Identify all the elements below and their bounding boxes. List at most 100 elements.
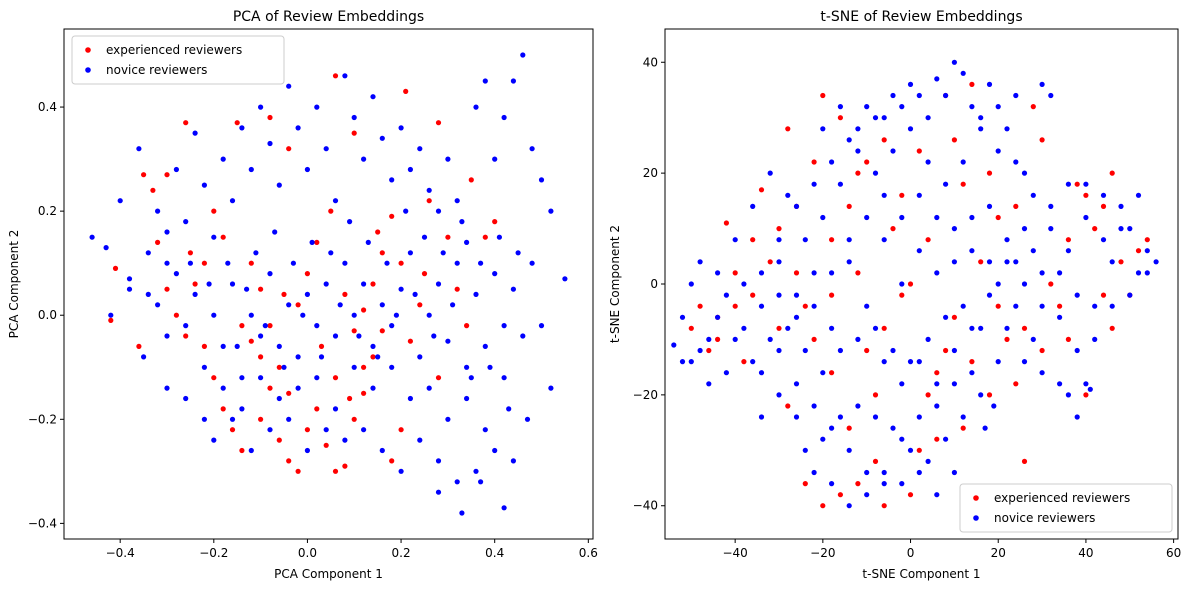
x-tick-label: −40: [722, 546, 747, 560]
data-point: [229, 416, 236, 422]
data-point: [501, 323, 507, 329]
data-point: [239, 375, 245, 381]
data-point: [262, 323, 268, 329]
data-point: [776, 259, 782, 265]
data-point: [951, 469, 958, 476]
data-point: [332, 333, 339, 339]
data-point: [136, 343, 142, 349]
y-tick-label: 0.4: [38, 100, 57, 114]
data-point: [201, 343, 207, 349]
data-point: [229, 427, 236, 433]
data-point: [112, 265, 119, 271]
data-point: [220, 156, 226, 162]
data-point: [802, 347, 808, 354]
data-point: [925, 237, 931, 243]
data-point: [951, 59, 958, 65]
data-point: [872, 325, 879, 331]
data-point: [934, 492, 940, 498]
data-point: [187, 260, 193, 266]
tsne-series-novice: [671, 59, 1159, 509]
pca-series-novice: [89, 52, 568, 516]
data-point: [758, 270, 765, 276]
data-point: [201, 182, 207, 188]
data-point: [864, 159, 870, 165]
data-point: [785, 325, 791, 331]
data-point: [229, 198, 236, 204]
data-point: [201, 260, 207, 266]
data-point: [103, 245, 109, 251]
data-point: [248, 260, 254, 266]
data-point: [881, 481, 887, 487]
data-point: [1092, 303, 1098, 309]
data-point: [758, 303, 765, 309]
data-point: [943, 314, 949, 320]
data-point: [183, 323, 189, 329]
data-point: [1021, 325, 1028, 331]
data-point: [239, 125, 245, 131]
data-point: [890, 92, 896, 99]
data-point: [314, 104, 320, 110]
data-point: [468, 177, 474, 183]
data-point: [164, 286, 170, 292]
data-point: [969, 214, 975, 221]
data-point: [295, 385, 301, 391]
data-point: [1004, 325, 1010, 331]
data-point: [389, 364, 395, 370]
data-point: [220, 343, 226, 349]
data-point: [524, 416, 531, 422]
legend-label: experienced reviewers: [994, 491, 1130, 505]
data-point: [318, 354, 325, 360]
data-point: [1083, 392, 1089, 398]
data-point: [881, 192, 887, 198]
data-point: [706, 381, 712, 387]
data-point: [881, 137, 887, 143]
data-point: [417, 146, 423, 152]
data-point: [837, 104, 844, 110]
data-point: [1100, 192, 1107, 198]
data-point: [995, 104, 1001, 110]
data-point: [750, 292, 756, 298]
legend-label: novice reviewers: [994, 511, 1095, 525]
data-point: [281, 364, 287, 370]
data-point: [506, 406, 512, 412]
data-point: [1083, 181, 1089, 187]
data-point: [916, 469, 922, 476]
data-point: [351, 364, 357, 370]
tsne-xlabel: t-SNE Component 1: [862, 567, 980, 581]
data-point: [872, 170, 879, 176]
data-point: [398, 125, 404, 131]
data-point: [117, 198, 123, 204]
data-point: [978, 325, 984, 331]
data-point: [872, 115, 879, 121]
data-point: [314, 239, 320, 245]
data-point: [286, 83, 292, 89]
data-point: [276, 364, 282, 370]
data-point: [389, 458, 395, 464]
data-point: [820, 370, 826, 376]
data-point: [829, 292, 835, 298]
data-point: [793, 414, 800, 420]
data-point: [1100, 292, 1107, 298]
data-point: [1074, 347, 1080, 354]
data-point: [145, 250, 151, 256]
pca-panel: PCA of Review Embeddings PCA Component 1…: [7, 9, 598, 581]
x-tick-label: 20: [991, 546, 1006, 560]
data-point: [899, 381, 905, 387]
data-point: [1030, 248, 1036, 254]
data-point: [820, 126, 826, 132]
data-point: [846, 259, 852, 265]
data-point: [342, 73, 348, 79]
data-point: [1083, 214, 1089, 221]
data-point: [515, 250, 521, 256]
data-point: [1065, 248, 1071, 254]
data-point: [454, 286, 460, 292]
data-point: [1013, 203, 1019, 209]
data-point: [811, 403, 817, 409]
data-point: [1083, 192, 1089, 198]
data-point: [969, 370, 975, 376]
data-point: [510, 286, 516, 292]
data-point: [183, 219, 189, 225]
data-point: [943, 436, 949, 442]
data-point: [907, 359, 914, 365]
data-point: [916, 359, 922, 365]
